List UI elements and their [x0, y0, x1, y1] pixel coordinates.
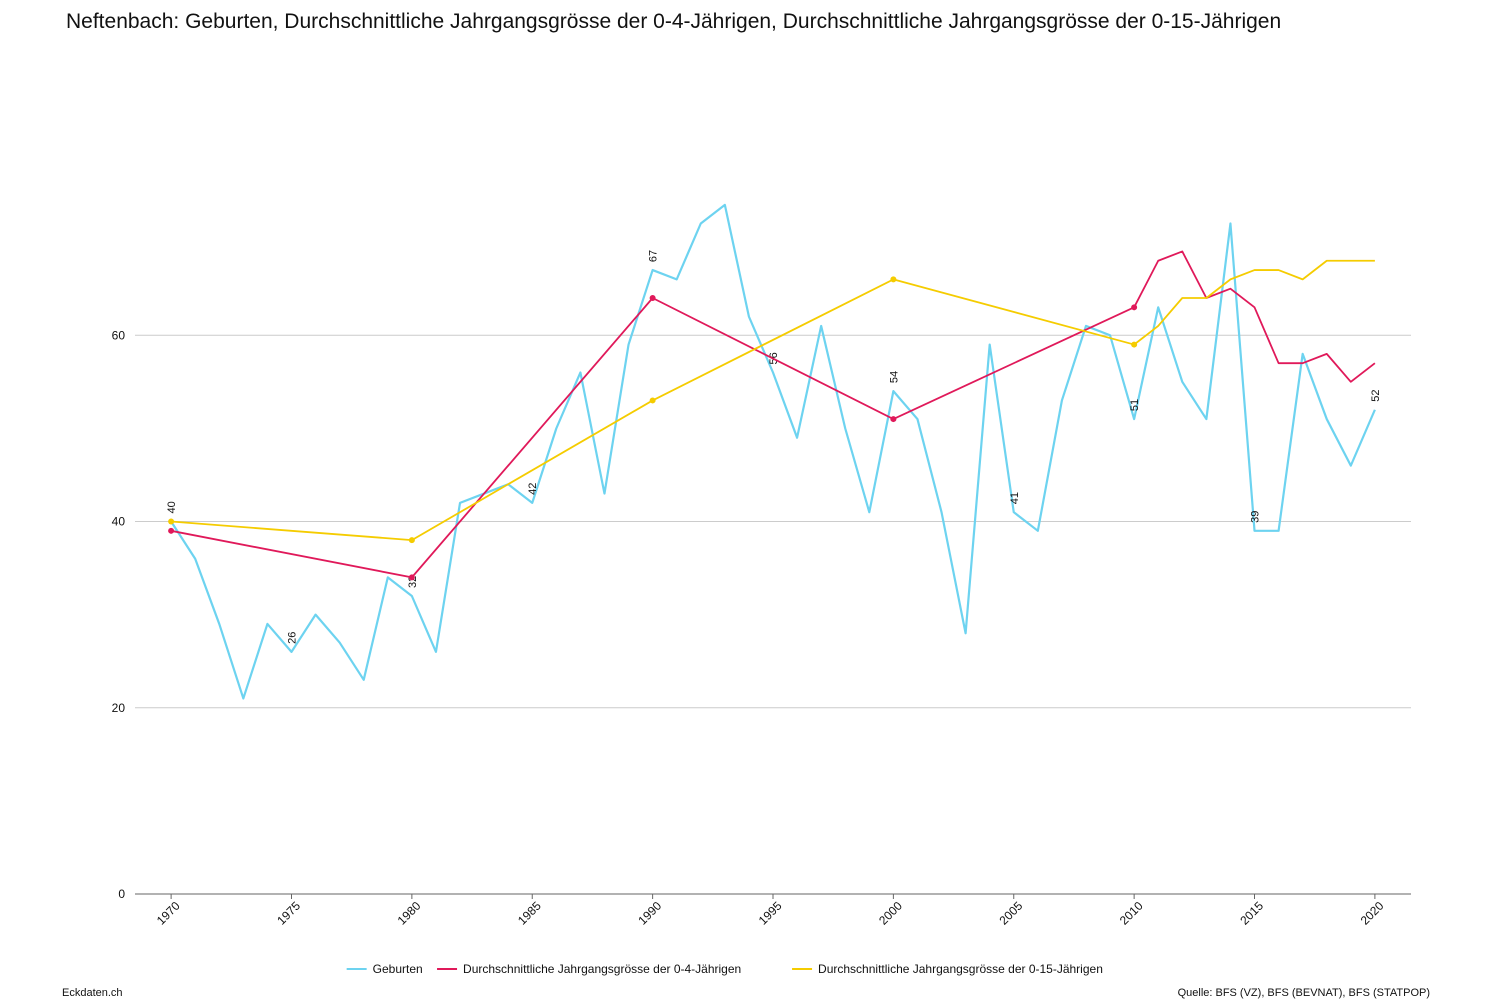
line [171, 259, 1375, 542]
marker [168, 527, 175, 534]
x-tick-label: 1995 [756, 899, 785, 928]
x-tick-label: 1980 [395, 899, 424, 928]
y-tick-label: 20 [112, 701, 126, 715]
x-tick-label: 1975 [274, 899, 303, 928]
x-tick-label: 2010 [1117, 899, 1146, 928]
legend-label: Geburten [373, 962, 423, 976]
y-tick-label: 0 [118, 887, 125, 901]
data-label: 41 [1009, 492, 1021, 504]
marker [1131, 304, 1138, 311]
legend-label: Durchschnittliche Jahrgangsgrösse der 0-… [463, 962, 741, 976]
data-label: 40 [166, 501, 178, 513]
x-tick-label: 2005 [997, 899, 1026, 928]
data-label: 54 [888, 371, 900, 383]
x-tick-label: 1990 [635, 899, 664, 928]
credit: Eckdaten.ch [62, 987, 123, 999]
marker [408, 537, 415, 544]
marker [890, 416, 897, 423]
data-label: 26 [286, 632, 298, 644]
data-label: 42 [527, 483, 539, 495]
line [170, 250, 1376, 579]
marker [649, 295, 656, 301]
line [170, 203, 1376, 700]
marker [890, 276, 897, 283]
source: Quelle: BFS (VZ), BFS (BEVNAT), BFS (STA… [1178, 987, 1430, 999]
legend-label: Durchschnittliche Jahrgangsgrösse der 0-… [818, 962, 1103, 976]
data-label: 39 [1250, 511, 1262, 523]
marker [168, 518, 175, 525]
marker [1131, 341, 1138, 348]
x-tick-label: 1985 [515, 899, 544, 928]
marker [649, 397, 656, 404]
data-label: 51 [1129, 399, 1141, 411]
y-tick-label: 60 [112, 328, 126, 342]
x-tick-label: 2000 [876, 899, 905, 928]
x-tick-label: 2015 [1237, 899, 1266, 928]
data-label: 67 [648, 250, 660, 262]
chart-title: Neftenbach: Geburten, Durchschnittliche … [66, 10, 1281, 33]
x-tick-label: 1970 [154, 899, 183, 928]
y-tick-label: 40 [112, 515, 126, 529]
x-tick-label: 2020 [1358, 899, 1387, 928]
marker [408, 574, 415, 581]
data-label: 52 [1370, 390, 1382, 402]
